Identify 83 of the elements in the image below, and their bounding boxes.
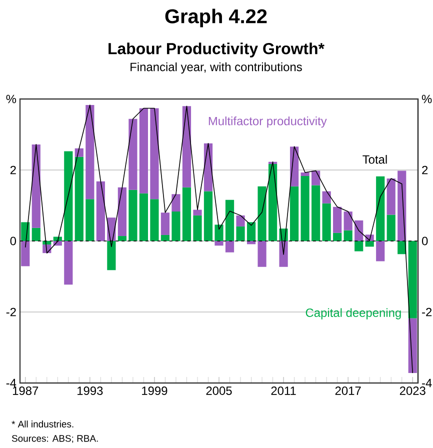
- bar: [64, 241, 73, 285]
- bar: [376, 176, 385, 241]
- bar: [258, 241, 266, 267]
- text: * All industries.: [12, 420, 74, 428]
- bar: [354, 220, 364, 241]
- bar: [74, 156, 84, 241]
- y2-tick-label: %: [422, 94, 432, 104]
- x-tick-label: 1999: [142, 386, 168, 395]
- y-tick-label: %: [6, 94, 16, 104]
- bar: [258, 186, 266, 241]
- bar: [290, 186, 299, 241]
- bar: [225, 241, 234, 252]
- x-tick-label: 2017: [335, 386, 361, 395]
- bar: [386, 178, 396, 215]
- bar: [225, 200, 234, 241]
- bar: [150, 108, 159, 200]
- bar: [354, 241, 364, 252]
- y-tick-label: 2: [10, 166, 16, 174]
- bar: [312, 185, 320, 241]
- bar: [214, 224, 224, 241]
- x-tick-label: 2005: [206, 386, 232, 395]
- bar: [118, 187, 126, 236]
- y2-tick-label: -2: [422, 308, 432, 316]
- bar: [160, 234, 170, 241]
- x-tick-label: 1987: [12, 386, 38, 395]
- bar: [128, 190, 138, 241]
- bar: [160, 212, 170, 235]
- x-tick-label: 2011: [271, 386, 296, 395]
- bar: [333, 206, 342, 233]
- bar: [172, 194, 180, 212]
- bar: [300, 172, 310, 176]
- bar: [214, 241, 224, 246]
- y2-tick-label: 2: [422, 166, 428, 174]
- bar: [398, 170, 406, 241]
- bar: [86, 199, 94, 241]
- bar: [64, 151, 73, 241]
- bar: [386, 214, 396, 241]
- bar: [96, 181, 105, 241]
- series-label: Capital deepening: [306, 308, 401, 320]
- y2-tick-label: 0: [422, 236, 428, 246]
- bar: [300, 176, 310, 241]
- series-label: Multifactor productivity: [208, 116, 327, 128]
- y2-tick-label: -4: [422, 378, 432, 388]
- chart-title: Graph 4.22: [165, 8, 267, 28]
- bar: [32, 144, 40, 228]
- bar: [236, 226, 245, 241]
- bar: [312, 170, 320, 186]
- bar: [182, 187, 192, 241]
- bar: [344, 230, 352, 241]
- bar: [322, 203, 331, 241]
- bar: [172, 212, 180, 241]
- x-tick-label: 2023: [400, 386, 426, 395]
- bar: [333, 232, 342, 241]
- bar: [204, 191, 213, 241]
- bar: [236, 215, 245, 226]
- bar: [118, 236, 126, 241]
- series-label: Total: [362, 154, 387, 164]
- bar: [193, 215, 202, 241]
- bar: [21, 241, 30, 266]
- bar: [193, 210, 202, 216]
- bar: [86, 105, 94, 200]
- x-tick-label: 1993: [78, 386, 103, 395]
- bar: [107, 241, 116, 270]
- bar: [322, 191, 331, 204]
- bar: [279, 241, 288, 267]
- bar: [408, 241, 417, 318]
- y-tick-label: -4: [6, 378, 16, 388]
- y-tick-label: 0: [10, 236, 16, 246]
- bar: [246, 222, 256, 241]
- y-tick-label: -2: [6, 308, 16, 316]
- text: Financial year, with contributions: [130, 62, 302, 74]
- bar: [268, 164, 278, 241]
- bar: [32, 228, 40, 241]
- source-note: Sources: ABS; RBA.: [12, 435, 98, 443]
- bar: [139, 193, 148, 241]
- bar: [344, 212, 352, 230]
- bar: [150, 199, 159, 241]
- bar: [128, 118, 138, 190]
- bar: [182, 106, 192, 188]
- chart-subtitle: Labour Productivity Growth*: [108, 42, 324, 58]
- bar: [365, 241, 374, 247]
- bar: [139, 108, 148, 194]
- bar: [376, 241, 385, 262]
